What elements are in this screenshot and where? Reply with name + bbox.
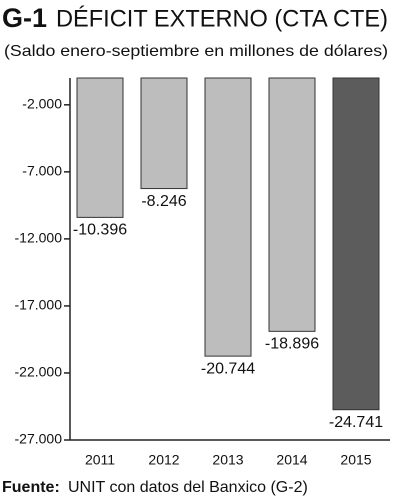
y-tick-label: -22.000 — [15, 364, 63, 380]
value-label: -24.741 — [329, 414, 383, 431]
x-tick-label: 2013 — [212, 452, 243, 468]
value-label: -8.246 — [141, 193, 186, 210]
x-tick-label: 2014 — [276, 452, 307, 468]
source-label: Fuente: — [2, 479, 60, 496]
chart-code: G-1 — [2, 3, 47, 33]
value-label: -10.396 — [73, 222, 127, 239]
source: UNIT con datos del Banxico (G-2) — [68, 479, 308, 496]
y-tick-label: -27.000 — [15, 431, 63, 447]
x-tick-label: 2011 — [85, 452, 115, 468]
bar — [268, 77, 316, 332]
x-tick-label: 2012 — [148, 452, 179, 468]
y-tick-label: -17.000 — [15, 297, 63, 313]
value-label: -18.896 — [265, 336, 319, 353]
bar — [140, 77, 188, 190]
bar — [332, 77, 380, 411]
x-tick-label: 2015 — [340, 452, 371, 468]
chart-subtitle: (Saldo enero-septiembre en millones de d… — [4, 43, 388, 60]
chart-title: DÉFICIT EXTERNO (CTA CTE) — [56, 5, 388, 32]
value-label: -20.744 — [201, 360, 255, 377]
y-tick-label: -7.000 — [22, 163, 62, 179]
bar — [204, 77, 252, 357]
y-tick-label: -2.000 — [22, 96, 62, 112]
y-tick-label: -12.000 — [15, 230, 63, 246]
bar — [76, 77, 124, 218]
